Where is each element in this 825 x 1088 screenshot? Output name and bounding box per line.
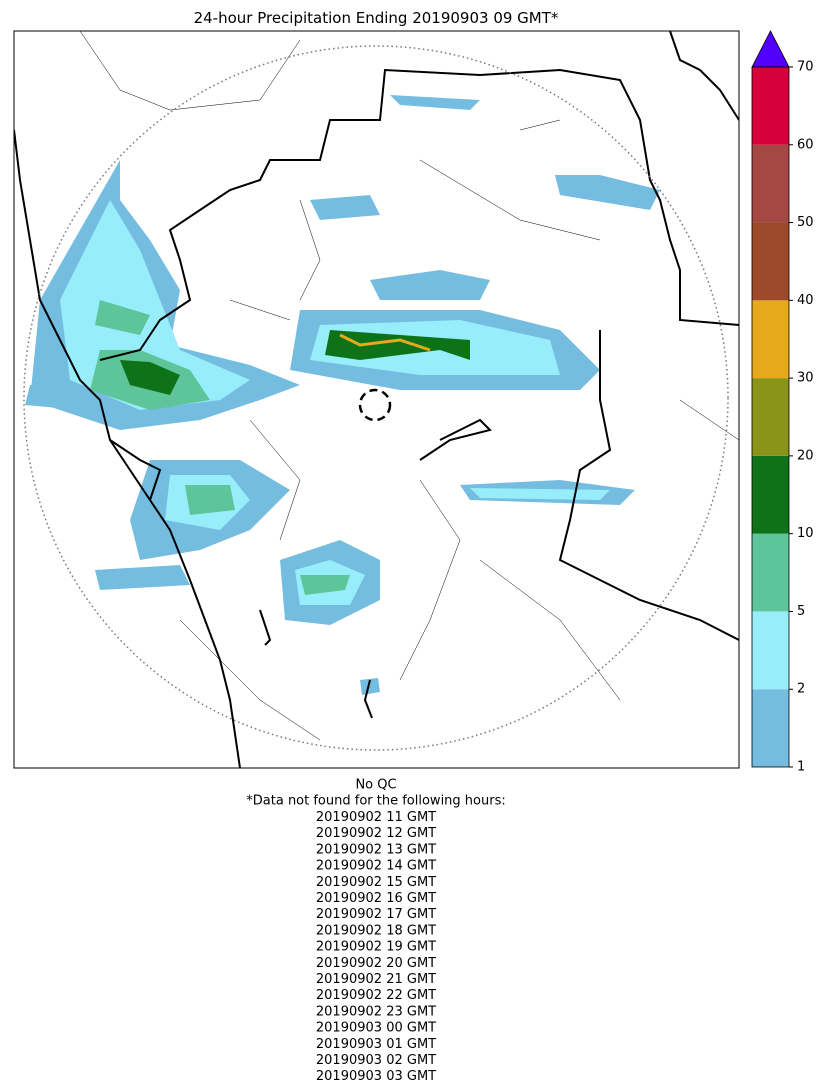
colorbar-frame: [751, 66, 790, 768]
missing-hour: 20190902 17 GMT: [316, 907, 436, 922]
colorbar-tick-label: 60: [797, 137, 814, 152]
missing-hour: 20190902 13 GMT: [316, 842, 436, 857]
colorbar-segment: [752, 144, 789, 223]
missing-hour: 20190902 14 GMT: [316, 859, 436, 874]
colorbar-tick-label: 10: [797, 526, 814, 541]
colorbar-tick-label: 50: [797, 215, 814, 230]
missing-hour: 20190903 02 GMT: [316, 1053, 436, 1068]
colorbar-segment: [752, 455, 789, 534]
colorbar-tick-label: 1: [797, 760, 805, 775]
colorbar-segment: [752, 533, 789, 612]
colorbar-tick-label: 20: [797, 448, 814, 463]
colorbar-tick-label: 5: [797, 604, 805, 619]
colorbar-segment: [752, 222, 789, 301]
colorbar-segment: [752, 689, 789, 767]
missing-hour: 20190902 20 GMT: [316, 956, 436, 971]
colorbar-segment: [752, 378, 789, 456]
colorbar-segment: [752, 300, 789, 379]
missing-hour: 20190902 23 GMT: [316, 1004, 436, 1019]
colorbar-extension: [751, 30, 790, 68]
missing-hour: 20190902 11 GMT: [316, 810, 436, 825]
footer: No QC *Data not found for the following …: [246, 778, 505, 1085]
colorbar-segment: [752, 611, 789, 690]
qc-note: No QC: [355, 778, 396, 793]
map-title: 24-hour Precipitation Ending 20190903 09…: [194, 9, 559, 27]
map: [13, 30, 740, 769]
colorbar-tick-label: 2: [797, 682, 805, 697]
colorbar-tick-label: 40: [797, 293, 814, 308]
missing-hour: 20190903 00 GMT: [316, 1021, 436, 1036]
missing-hour: 20190902 15 GMT: [316, 875, 436, 890]
colorbar-tick-label: 70: [797, 60, 814, 75]
missing-hour: 20190902 21 GMT: [316, 972, 436, 987]
missing-hour: 20190902 16 GMT: [316, 891, 436, 906]
colorbar-segment: [752, 67, 789, 145]
missing-hour: 20190902 12 GMT: [316, 826, 436, 841]
colorbar-tick-label: 30: [797, 371, 814, 386]
missing-hour: 20190903 01 GMT: [316, 1037, 436, 1052]
missing-note: *Data not found for the following hours:: [246, 794, 505, 809]
colorbar: 1 2 5 10 20 30 40 50 60 70: [751, 30, 814, 775]
missing-hour: 20190903 03 GMT: [316, 1069, 436, 1084]
missing-hour: 20190902 19 GMT: [316, 940, 436, 955]
missing-hour: 20190902 18 GMT: [316, 923, 436, 938]
missing-hour: 20190902 22 GMT: [316, 988, 436, 1003]
